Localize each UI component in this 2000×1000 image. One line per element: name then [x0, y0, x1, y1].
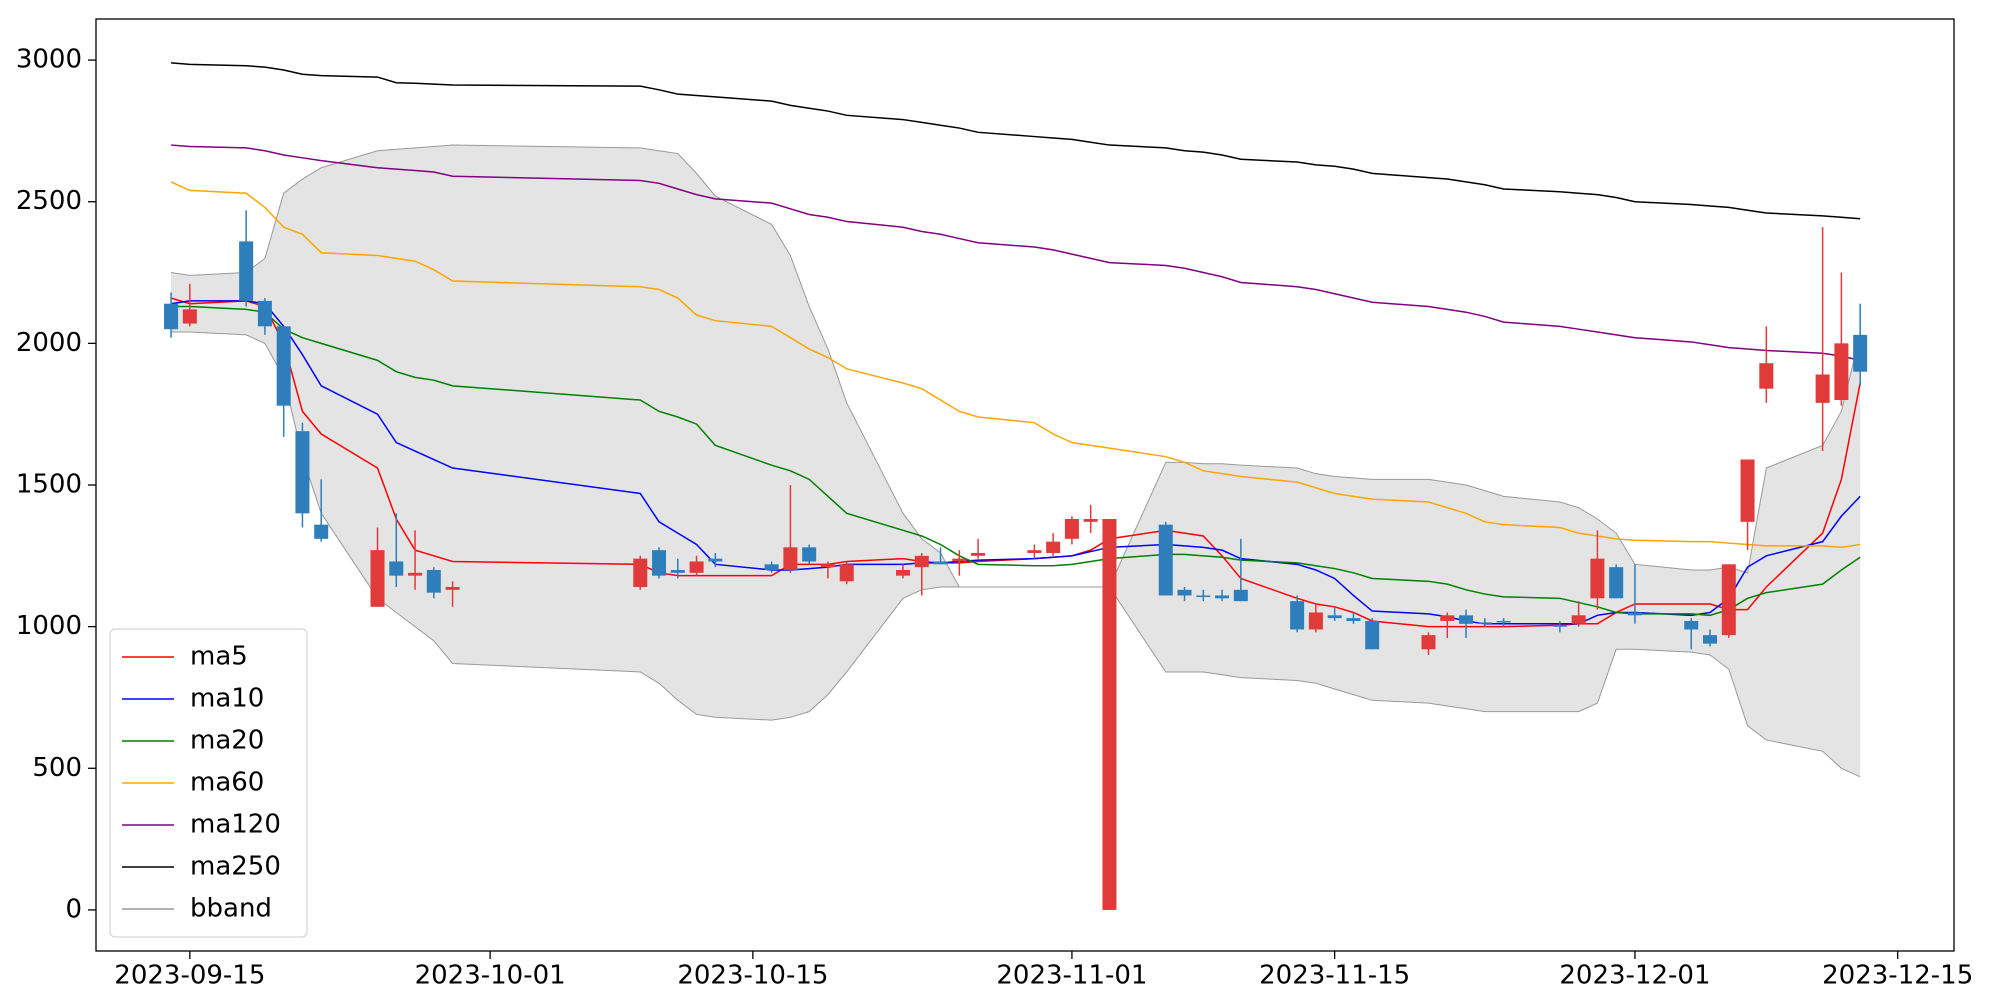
candle-body — [389, 561, 404, 576]
ma-line — [171, 144, 1861, 362]
candle-body — [1046, 541, 1061, 553]
candle-body — [1496, 620, 1511, 623]
legend-label: bband — [190, 894, 272, 924]
candle-body — [652, 550, 667, 576]
legend-label: ma120 — [190, 810, 281, 840]
candle-body — [1158, 524, 1173, 596]
candle-body — [1590, 558, 1605, 599]
legend-label: ma20 — [190, 726, 264, 756]
candle-body — [257, 300, 272, 327]
candle-body — [1196, 595, 1211, 597]
candle-body — [295, 431, 310, 514]
candle-body — [1721, 564, 1736, 636]
x-tick-label: 2023-10-15 — [677, 961, 828, 991]
candle-body — [1064, 518, 1079, 539]
ma-line — [170, 181, 1861, 549]
candle-body — [164, 303, 179, 330]
candle-body — [445, 586, 460, 590]
candle-body — [708, 558, 723, 562]
candle-body — [1215, 595, 1230, 599]
candle-body — [971, 552, 986, 556]
candle-body — [839, 564, 854, 582]
candle-body — [952, 558, 967, 562]
candle-body — [1440, 615, 1455, 621]
x-tick-label: 2023-12-15 — [1822, 961, 1973, 991]
legend-label: ma60 — [190, 768, 264, 798]
candle-body — [1759, 363, 1774, 389]
x-tick-label: 2023-11-15 — [1259, 961, 1410, 991]
y-tick-label: 1000 — [16, 611, 82, 641]
candle-body — [1459, 615, 1474, 624]
candle-body — [896, 569, 911, 576]
y-tick-label: 1500 — [16, 470, 82, 500]
candle-body — [764, 564, 779, 570]
candle-body — [239, 241, 254, 301]
candle-body — [182, 309, 197, 324]
y-tick-label: 500 — [32, 753, 82, 783]
candle-body — [1834, 343, 1849, 401]
candle-body — [1102, 518, 1117, 910]
candle-body — [1027, 550, 1042, 553]
candle-body — [1308, 612, 1323, 630]
legend: ma5 ma10 ma20 ma60 ma120 ma250 bband — [109, 628, 308, 938]
candle-body — [370, 550, 385, 607]
candle-body — [783, 547, 798, 570]
bband-lower — [171, 331, 1861, 778]
legend-label: ma10 — [190, 684, 264, 714]
candle-body — [408, 572, 423, 576]
candle-body — [1627, 612, 1642, 616]
ma-line — [170, 300, 1861, 625]
legend-box — [109, 628, 308, 938]
candle-body — [933, 561, 948, 565]
candle-body — [1740, 459, 1755, 522]
bband-fill — [171, 145, 1861, 777]
candle-body — [1552, 625, 1567, 627]
ma-line — [171, 62, 1861, 220]
legend-label: ma250 — [190, 852, 281, 882]
candle-body — [1327, 615, 1342, 619]
candle-body — [314, 524, 329, 539]
candle-body — [1177, 589, 1192, 596]
candle-body — [1815, 374, 1830, 403]
x-tick-label: 2023-12-01 — [1559, 961, 1710, 991]
x-tick-label: 2023-09-15 — [114, 961, 265, 991]
ma-line — [171, 305, 1861, 617]
candle-body — [426, 569, 441, 593]
y-tick-label: 2000 — [16, 328, 82, 358]
y-tick-label: 3000 — [16, 45, 82, 75]
x-tick-label: 2023-11-01 — [996, 961, 1147, 991]
candle-body — [1421, 635, 1436, 650]
candle-body — [1571, 615, 1586, 624]
candle-body — [802, 547, 817, 562]
candle-body — [820, 564, 835, 568]
candle-body — [1684, 620, 1699, 630]
candle-body — [1346, 618, 1361, 621]
candle-body — [1083, 518, 1098, 522]
candle-body — [633, 558, 648, 587]
x-tick-label: 2023-10-01 — [415, 961, 566, 991]
candle-body — [276, 326, 291, 406]
candle-body — [914, 555, 929, 568]
candle-body — [1290, 601, 1305, 630]
candle-body — [1233, 589, 1248, 602]
candle-body — [689, 561, 704, 573]
candle-body — [1365, 620, 1380, 650]
legend-label: ma5 — [190, 642, 248, 672]
candle-body — [1853, 334, 1868, 372]
candle-body — [670, 569, 685, 573]
candle-body — [1703, 635, 1718, 644]
y-tick-label: 0 — [65, 894, 82, 924]
candle-body — [1477, 622, 1492, 624]
y-tick-label: 2500 — [16, 186, 82, 216]
candle-body — [1609, 567, 1624, 599]
